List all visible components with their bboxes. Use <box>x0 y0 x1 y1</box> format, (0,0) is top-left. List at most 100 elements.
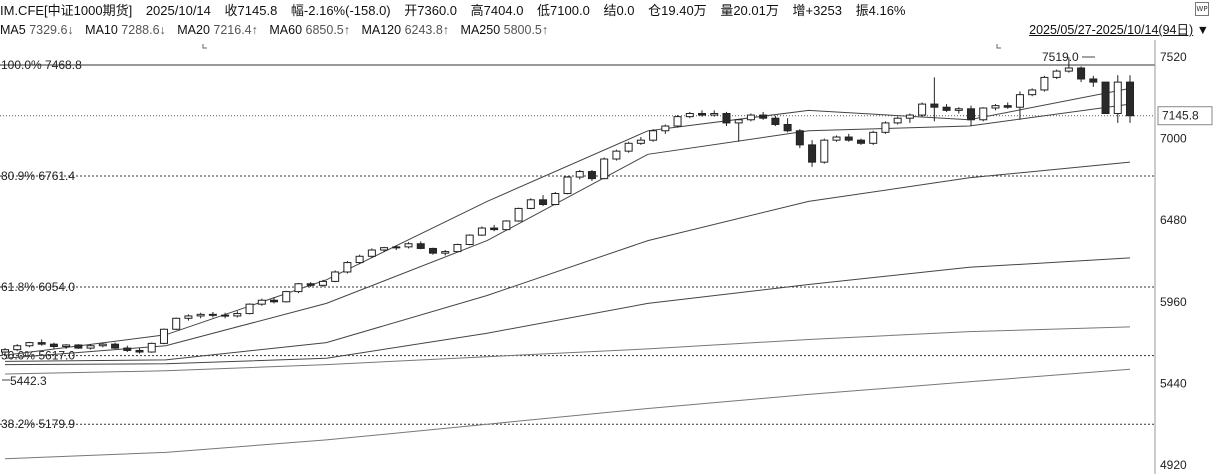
candle-body <box>367 249 376 257</box>
ma5-value: 7329.6↓ <box>29 23 74 37</box>
candle-body <box>514 207 523 222</box>
candle-body <box>869 131 878 144</box>
candle-body <box>979 107 988 121</box>
candle-body <box>404 243 413 248</box>
candle-body <box>612 150 621 160</box>
candle-body <box>294 283 303 293</box>
candle-body <box>746 114 755 121</box>
candle-body <box>62 344 71 348</box>
candle-body <box>759 114 768 119</box>
volume-label: 量20.01万 <box>720 3 779 18</box>
candle-body <box>1040 76 1049 91</box>
candle-body <box>380 247 389 251</box>
candle-body <box>795 130 804 146</box>
candle-body <box>563 176 572 195</box>
candle-body <box>86 345 95 349</box>
fib-level-label: 61.8% 6054.0 <box>1 280 75 294</box>
candle-body <box>587 171 596 180</box>
y-tick-label: 7520 <box>1160 50 1187 64</box>
candle-body <box>710 112 719 116</box>
y-tick-label: 6480 <box>1160 213 1187 227</box>
ma60-value: 6850.5↑ <box>305 23 350 37</box>
candle-body <box>465 234 474 246</box>
candle-body <box>135 349 144 353</box>
candle-body <box>832 136 841 141</box>
candle-body <box>123 347 132 351</box>
candle-body <box>74 344 83 349</box>
candle-body <box>196 313 205 317</box>
ma-line-ma60 <box>4 161 1131 362</box>
candle-body <box>343 262 352 273</box>
quote-header: IM.CFE[中证1000期货] 2025/10/14 收7145.8 幅-2.… <box>0 2 916 20</box>
date-range-selector[interactable]: 2025/05/27-2025/10/14(94日) ▼ <box>1029 22 1209 38</box>
low-marker-label: 5442.3 <box>10 374 47 388</box>
ma-line-ma250 <box>4 326 1131 375</box>
settle-label: 结0.0 <box>603 3 635 18</box>
candle-body <box>49 343 58 348</box>
candle-body <box>1126 81 1134 117</box>
ma-legend: MA5 7329.6↓ MA10 7288.6↓ MA20 7216.4↑ MA… <box>0 22 556 38</box>
candle-body <box>624 142 633 152</box>
fib-level-label: 38.2% 5179.9 <box>1 417 75 431</box>
candle-body <box>355 255 364 264</box>
candle-body <box>820 139 829 163</box>
candle-body <box>1089 78 1098 83</box>
ma120-value: 6243.8↑ <box>404 23 450 37</box>
candle-body <box>270 299 279 303</box>
ma10-value: 7288.6↓ <box>121 23 166 37</box>
candle-body <box>685 112 694 118</box>
y-tick-label: 4920 <box>1160 458 1187 472</box>
fib-level-label: 100.0% 7468.8 <box>1 58 82 72</box>
fib-level-label: 80.9% 6761.4 <box>1 169 75 183</box>
candle-body <box>881 122 890 133</box>
candle-body <box>1064 67 1073 72</box>
ma-line-ma120 <box>4 257 1131 366</box>
y-tick-label: 7000 <box>1160 132 1187 146</box>
candle-body <box>649 130 658 141</box>
low-label: 低7100.0 <box>537 3 590 18</box>
candle-body <box>722 112 731 124</box>
range-start-bracket <box>202 44 207 49</box>
candle-body <box>490 227 499 231</box>
candle-body <box>331 271 340 282</box>
candle-body <box>734 119 743 124</box>
candle-body <box>661 125 670 132</box>
candle-body <box>539 199 548 206</box>
candle-body <box>905 114 914 119</box>
candle-body <box>233 313 242 317</box>
candle-body <box>477 227 486 236</box>
candle-body <box>441 251 450 254</box>
candle-body <box>575 171 584 178</box>
dropdown-arrow-icon[interactable]: ▼ <box>1196 23 1209 37</box>
y-tick-label: 5960 <box>1160 295 1187 309</box>
candle-body <box>991 105 1000 109</box>
change-label: 幅-2.16%(-158.0) <box>290 3 391 18</box>
ma-line-ma5 <box>4 87 1131 356</box>
candle-body <box>808 144 817 163</box>
wp-badge-icon[interactable]: WP <box>1195 2 1209 16</box>
candle-body <box>318 280 327 286</box>
candle-body <box>954 108 963 111</box>
ma-line-long <box>4 368 1131 460</box>
candle-body <box>918 103 927 116</box>
y-tick-label: 5440 <box>1160 376 1187 390</box>
date-label: 2025/10/14 <box>145 3 211 18</box>
candle-body <box>453 244 462 253</box>
open-label: 开7360.0 <box>404 3 458 18</box>
candle-body <box>208 313 217 316</box>
ma120-label: MA120 <box>361 23 402 37</box>
last-price-label: 7145.8 <box>1162 109 1199 123</box>
candle-body <box>771 117 780 125</box>
candle-body <box>392 246 401 249</box>
candle-body <box>502 220 511 231</box>
candle-body <box>13 345 22 351</box>
date-range-label[interactable]: 2025/05/27-2025/10/14(94日) <box>1029 23 1194 37</box>
close-label: 收7145.8 <box>224 3 278 18</box>
candle-body <box>1015 94 1024 108</box>
candle-body <box>37 342 46 345</box>
candle-body <box>159 328 168 344</box>
candle-body <box>1028 89 1037 96</box>
candle-body <box>856 139 865 144</box>
ma60-label: MA60 <box>269 23 303 37</box>
